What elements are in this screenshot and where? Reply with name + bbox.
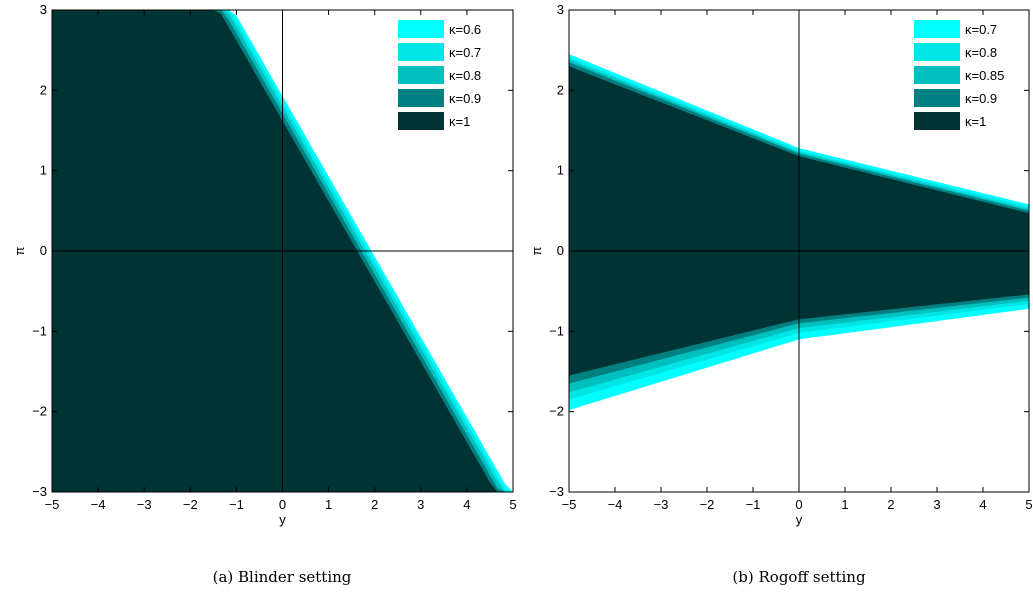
x-tick-label: 0: [279, 497, 286, 512]
y-tick-label: 3: [557, 2, 564, 17]
x-tick-label: 5: [1025, 497, 1032, 512]
x-tick-label: −4: [608, 497, 623, 512]
legend-label: κ=0.8: [449, 68, 481, 83]
y-tick-label: −2: [32, 404, 47, 419]
x-tick-label: 3: [417, 497, 424, 512]
legend-swatch: [914, 66, 960, 84]
y-tick-label: 1: [40, 163, 47, 178]
x-tick-label: −2: [183, 497, 198, 512]
legend-label: κ=1: [965, 114, 986, 129]
legend-label: κ=0.9: [965, 91, 997, 106]
legend-swatch: [914, 89, 960, 107]
legend-label: κ=1: [449, 114, 470, 129]
y-tick-label: 3: [40, 2, 47, 17]
legend: κ=0.7 κ=0.8 κ=0.85 κ=0.9 κ=1: [914, 20, 1004, 130]
y-tick-label: 0: [557, 243, 564, 258]
legend-label: κ=0.85: [965, 68, 1004, 83]
x-tick-label: 1: [325, 497, 332, 512]
y-tick-label: −2: [549, 404, 564, 419]
x-tick-label: 2: [371, 497, 378, 512]
x-tick-label: 1: [841, 497, 848, 512]
panel-caption: (b) Rogoff setting: [732, 568, 866, 586]
x-tick-label: 0: [795, 497, 802, 512]
x-tick-label: −4: [91, 497, 106, 512]
y-axis-label: π: [529, 246, 544, 255]
x-tick-label: −5: [562, 497, 577, 512]
legend-label: κ=0.6: [449, 22, 481, 37]
x-tick-label: 3: [933, 497, 940, 512]
legend-swatch: [398, 20, 444, 38]
y-tick-label: −3: [549, 484, 564, 499]
x-tick-label: 4: [979, 497, 986, 512]
legend-swatch: [398, 43, 444, 61]
x-tick-label: −3: [654, 497, 669, 512]
chart-panel-2: −5 −4 −3 −2 −1 0 1 2 3 4 53210−1−2−3yπκ=0.7κ=0.8κ=…: [529, 2, 1033, 586]
panel-caption: (a) Blinder setting: [213, 568, 352, 586]
y-tick-label: 1: [557, 163, 564, 178]
chart-panel-1: −5 −4 −3 −2 −1 0 1 2 3 4 53210−1−2−3yπκ=0.6κ=0.7κ=…: [12, 2, 517, 586]
y-axis-label: π: [12, 246, 27, 255]
x-tick-label: −3: [137, 497, 152, 512]
x-tick-label: −2: [700, 497, 715, 512]
legend-swatch: [914, 20, 960, 38]
y-tick-label: −1: [32, 323, 47, 338]
legend-swatch: [398, 66, 444, 84]
x-axis-label: y: [279, 512, 286, 527]
legend: κ=0.6 κ=0.7 κ=0.8 κ=0.9 κ=1: [398, 20, 481, 130]
y-tick-label: 2: [40, 82, 47, 97]
x-tick-label: −5: [45, 497, 60, 512]
legend-label: κ=0.7: [449, 45, 481, 60]
legend-swatch: [398, 112, 444, 130]
y-tick-label: 0: [40, 243, 47, 258]
legend-swatch: [914, 43, 960, 61]
y-tick-label: −1: [549, 323, 564, 338]
legend-label: κ=0.8: [965, 45, 997, 60]
x-tick-label: 4: [463, 497, 470, 512]
legend-label: κ=0.9: [449, 91, 481, 106]
legend-swatch: [398, 89, 444, 107]
legend-label: κ=0.7: [965, 22, 997, 37]
x-axis-label: y: [796, 512, 803, 527]
y-tick-label: −3: [32, 484, 47, 499]
x-tick-label: −1: [746, 497, 761, 512]
x-tick-label: 5: [509, 497, 516, 512]
y-tick-label: 2: [557, 82, 564, 97]
legend-swatch: [914, 112, 960, 130]
x-tick-label: 2: [887, 497, 894, 512]
x-tick-label: −1: [229, 497, 244, 512]
